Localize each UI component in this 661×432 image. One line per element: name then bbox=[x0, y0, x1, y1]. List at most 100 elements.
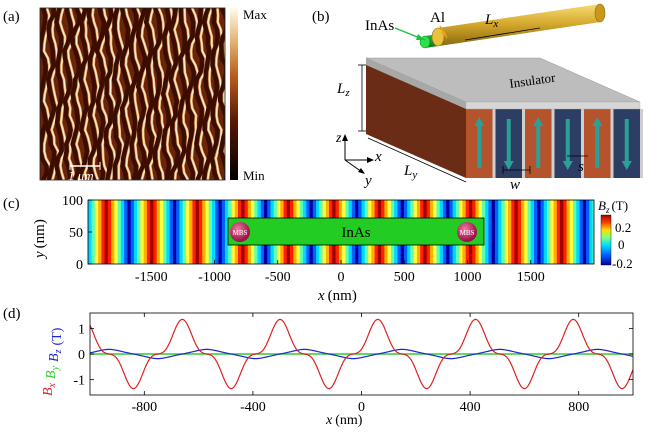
field-stripe bbox=[504, 200, 509, 264]
field-stripe bbox=[156, 200, 161, 264]
field-stripe bbox=[117, 200, 122, 264]
field-stripe bbox=[550, 200, 555, 264]
field-stripe bbox=[586, 200, 590, 264]
field-stripe bbox=[176, 200, 181, 264]
field-stripe bbox=[494, 200, 499, 264]
afm-trough bbox=[70, 8, 82, 180]
dim-lz: Lz bbox=[336, 81, 350, 99]
field-stripe bbox=[211, 200, 216, 264]
device-schematic: InAs Al Insulator Lx Lz Ly w s bbox=[335, 3, 643, 193]
x-tick-label: 1000 bbox=[454, 270, 482, 285]
magnet-spacer bbox=[551, 109, 555, 178]
field-colorbar: Bz (T) 0.2 0 -0.2 bbox=[598, 198, 633, 271]
svg-text:Lx: Lx bbox=[484, 12, 498, 30]
panel-d-label: (d) bbox=[3, 306, 21, 322]
afm-trough bbox=[45, 8, 57, 180]
field-stripe bbox=[101, 200, 106, 264]
field-stripe bbox=[582, 200, 587, 264]
magnetization-arrowhead bbox=[533, 117, 544, 126]
field-stripe bbox=[111, 200, 115, 264]
afm-trough bbox=[54, 8, 64, 180]
afm-trough bbox=[103, 8, 114, 180]
x-tick-label: 500 bbox=[394, 270, 415, 285]
field-stripe bbox=[137, 200, 141, 264]
field-stripe bbox=[114, 200, 119, 264]
field-stripe bbox=[576, 200, 581, 264]
afm-trough bbox=[168, 8, 180, 180]
svg-text:x(nm): x (nm) bbox=[317, 288, 357, 304]
field-stripe bbox=[543, 200, 548, 264]
field-stripe bbox=[107, 200, 112, 264]
field-stripe bbox=[221, 200, 226, 264]
field-stripe bbox=[589, 200, 594, 264]
afm-trough bbox=[128, 8, 139, 180]
field-stripe bbox=[524, 200, 529, 264]
afm-trough bbox=[193, 8, 204, 180]
field-stripe bbox=[150, 200, 155, 264]
line-chart: -800 -400 0 400 800 1 0 -1 bbox=[73, 312, 634, 415]
field-map-ylabel: y(nm) bbox=[32, 219, 48, 260]
field-stripe bbox=[218, 200, 223, 264]
afm-trough bbox=[160, 8, 172, 180]
afm-trough bbox=[94, 8, 106, 180]
d-x-tick-label: 800 bbox=[568, 400, 589, 415]
afm-trough bbox=[111, 8, 122, 180]
dim-w: w bbox=[510, 177, 520, 193]
field-stripe bbox=[195, 200, 200, 264]
field-stripe bbox=[501, 200, 506, 264]
field-stripe bbox=[517, 200, 522, 264]
svg-text:Bz(T): Bz (T) bbox=[598, 198, 628, 215]
d-x-tick-label: -400 bbox=[240, 400, 266, 415]
svg-text:BxByBz(T): BxByBz(T) bbox=[41, 327, 65, 396]
afm-image bbox=[39, 7, 226, 181]
afm-trough bbox=[152, 8, 163, 180]
magnet-spacer bbox=[492, 109, 496, 178]
field-stripe bbox=[566, 200, 571, 264]
field-stripe bbox=[179, 200, 184, 264]
d-x-tick-label: -800 bbox=[131, 400, 157, 415]
field-stripe bbox=[560, 200, 564, 264]
field-stripe bbox=[540, 200, 545, 264]
cb-tick-2: -0.2 bbox=[612, 256, 633, 271]
magnet-spacer bbox=[610, 109, 614, 178]
x-tick-label: -500 bbox=[265, 270, 291, 285]
field-stripe bbox=[130, 200, 135, 264]
field-stripe bbox=[127, 200, 132, 264]
field-stripe bbox=[530, 200, 535, 264]
field-stripe bbox=[198, 200, 203, 264]
cb-tick-1: 0 bbox=[618, 237, 625, 252]
svg-text:y(nm): y(nm) bbox=[32, 219, 48, 260]
y-tick-label: 100 bbox=[62, 194, 83, 209]
afm-ridge-highlight bbox=[83, 8, 92, 180]
series-bz-line bbox=[90, 348, 633, 360]
series-bx-line bbox=[90, 318, 633, 390]
field-stripe bbox=[120, 200, 125, 264]
dim-s: s bbox=[578, 159, 584, 175]
field-stripe bbox=[169, 200, 174, 264]
afm-ridge-highlight bbox=[109, 8, 116, 180]
cb-tick-0: 0.2 bbox=[615, 220, 631, 235]
field-stripe bbox=[133, 200, 138, 264]
field-stripe bbox=[485, 200, 490, 264]
field-stripe bbox=[537, 200, 542, 264]
svg-text:y: y bbox=[363, 173, 372, 189]
d-y-tick-label: 0 bbox=[78, 348, 85, 363]
field-stripe bbox=[527, 200, 532, 264]
magnetization-arrowhead bbox=[621, 161, 632, 170]
panel-b-label: (b) bbox=[312, 9, 330, 25]
afm-colorbar: Max Min bbox=[230, 7, 267, 183]
afm-trough bbox=[62, 8, 73, 180]
field-stripe bbox=[592, 200, 594, 264]
field-stripe bbox=[579, 200, 584, 264]
y-tick-label: 50 bbox=[69, 226, 83, 241]
mbs-left: MBS bbox=[230, 222, 250, 242]
field-stripe bbox=[569, 200, 574, 264]
field-stripe bbox=[507, 200, 512, 264]
field-stripe bbox=[146, 200, 151, 264]
label-insulator: Insulator bbox=[508, 70, 557, 91]
field-stripe bbox=[172, 200, 177, 264]
al-shell bbox=[431, 3, 606, 47]
svg-text:x: x bbox=[374, 149, 382, 165]
afm-trough bbox=[177, 8, 188, 180]
